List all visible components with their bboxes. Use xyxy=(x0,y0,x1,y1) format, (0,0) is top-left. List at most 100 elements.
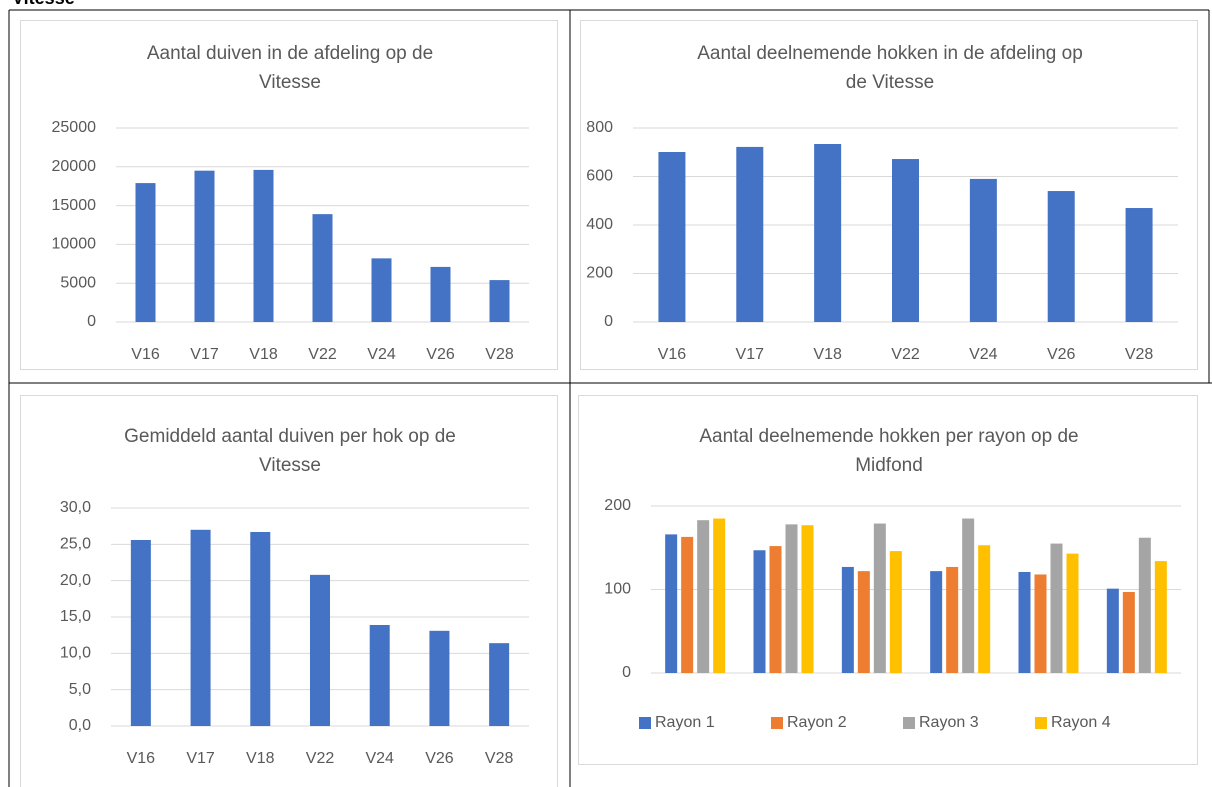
y-tick-label: 15000 xyxy=(52,197,97,214)
bar xyxy=(194,170,215,322)
bar xyxy=(658,152,686,322)
y-tick-label: 800 xyxy=(586,119,613,136)
x-tick-label: V28 xyxy=(1125,346,1154,363)
bar xyxy=(1050,543,1063,673)
x-tick-label: V22 xyxy=(306,750,335,767)
chart: 0 200 400 600 800 V16 V17 V18 V22 V24 V26 V28 xyxy=(586,119,1178,363)
bar xyxy=(736,146,764,322)
bar xyxy=(371,258,392,322)
bar xyxy=(250,531,271,726)
bar xyxy=(930,571,943,673)
bar xyxy=(681,536,694,673)
bar xyxy=(489,643,510,726)
bar xyxy=(489,280,510,322)
chart-title: Gemiddeld aantal duiven per hok op de Vi… xyxy=(124,426,456,476)
bar xyxy=(253,169,274,322)
chart-frame: Aantal deelnemende hokken per rayon op d… xyxy=(578,395,1198,765)
bar xyxy=(889,551,902,673)
bar xyxy=(969,178,997,322)
bar xyxy=(946,566,959,673)
bar xyxy=(1154,561,1167,673)
bar xyxy=(857,571,870,673)
bar xyxy=(697,520,710,673)
x-tick-label: V26 xyxy=(1047,346,1076,363)
x-tick-label: V16 xyxy=(131,346,160,363)
chart-title: Aantal duiven in de afdeling op de Vites… xyxy=(146,43,434,93)
bar xyxy=(1106,588,1119,673)
bar xyxy=(785,524,798,673)
bar xyxy=(1066,553,1079,673)
bar xyxy=(801,525,814,673)
bar xyxy=(135,183,156,322)
bar xyxy=(814,144,842,322)
chart-frame: Gemiddeld aantal duiven per hok op de Vi… xyxy=(20,395,558,787)
y-tick-label: 200 xyxy=(586,265,613,282)
y-tick-label: 30,0 xyxy=(60,499,91,516)
bar xyxy=(430,266,451,322)
legend-swatch xyxy=(771,717,783,729)
bar xyxy=(1034,574,1047,673)
x-tick-label: V22 xyxy=(308,346,337,363)
chart: 0 100 200 Rayon 1 Rayon 2 Rayon 3 Rayon 4 xyxy=(604,497,1181,731)
bar xyxy=(962,518,975,673)
legend-swatch xyxy=(1035,717,1047,729)
bar xyxy=(753,550,766,673)
bar xyxy=(665,534,678,673)
legend-label: Rayon 3 xyxy=(919,714,979,731)
bar xyxy=(1138,537,1151,673)
legend-swatch xyxy=(903,717,915,729)
bar xyxy=(312,214,333,322)
y-tick-label: 25000 xyxy=(52,119,97,136)
y-tick-label: 10000 xyxy=(52,236,97,253)
bar xyxy=(1047,191,1075,322)
chart-title: Aantal deelnemende hokken per rayon op d… xyxy=(699,426,1079,476)
y-tick-label: 100 xyxy=(604,581,631,598)
chart-title: Aantal deelnemende hokken in de afdeling… xyxy=(697,43,1083,93)
bar xyxy=(713,518,726,673)
bar xyxy=(873,523,886,673)
y-tick-label: 5,0 xyxy=(69,681,91,698)
x-tick-label: V22 xyxy=(891,346,920,363)
x-tick-label: V24 xyxy=(365,750,394,767)
y-tick-label: 200 xyxy=(604,497,631,514)
heading: Vitesse xyxy=(12,0,75,9)
y-tick-label: 20000 xyxy=(52,158,97,175)
bar xyxy=(190,529,211,726)
chart-frame: Aantal deelnemende hokken in de afdeling… xyxy=(580,20,1198,370)
y-tick-label: 400 xyxy=(586,216,613,233)
bar xyxy=(1125,208,1153,322)
bar xyxy=(1122,592,1135,673)
y-tick-label: 0 xyxy=(622,664,631,681)
x-tick-label: V17 xyxy=(190,346,219,363)
bar xyxy=(369,624,390,726)
legend-label: Rayon 1 xyxy=(655,714,715,731)
x-tick-label: V26 xyxy=(426,346,455,363)
legend-label: Rayon 2 xyxy=(787,714,847,731)
x-tick-label: V28 xyxy=(485,346,514,363)
y-tick-label: 15,0 xyxy=(60,608,91,625)
bar xyxy=(429,630,450,726)
bar xyxy=(978,545,991,673)
x-tick-label: V18 xyxy=(249,346,278,363)
bar xyxy=(310,574,330,726)
x-tick-label: V24 xyxy=(969,346,998,363)
bar xyxy=(130,539,151,726)
bar xyxy=(892,159,919,322)
x-tick-label: V28 xyxy=(485,750,514,767)
bar xyxy=(769,546,782,673)
bar xyxy=(1018,571,1031,673)
x-tick-label: V17 xyxy=(186,750,215,767)
y-tick-label: 25,0 xyxy=(60,536,91,553)
x-tick-label: V16 xyxy=(658,346,687,363)
x-tick-label: V16 xyxy=(127,750,156,767)
y-tick-label: 0,0 xyxy=(69,717,91,734)
x-tick-label: V18 xyxy=(813,346,842,363)
y-tick-label: 600 xyxy=(586,168,613,185)
legend-label: Rayon 4 xyxy=(1051,714,1111,731)
chart: 0,0 5,0 10,0 15,0 20,0 25,0 30,0 V16 V17 V18 V22 V2… xyxy=(60,499,529,767)
chart-frame: Aantal duiven in de afdeling op de Vites… xyxy=(20,20,558,370)
x-tick-label: V26 xyxy=(425,750,454,767)
legend-swatch xyxy=(639,717,651,729)
